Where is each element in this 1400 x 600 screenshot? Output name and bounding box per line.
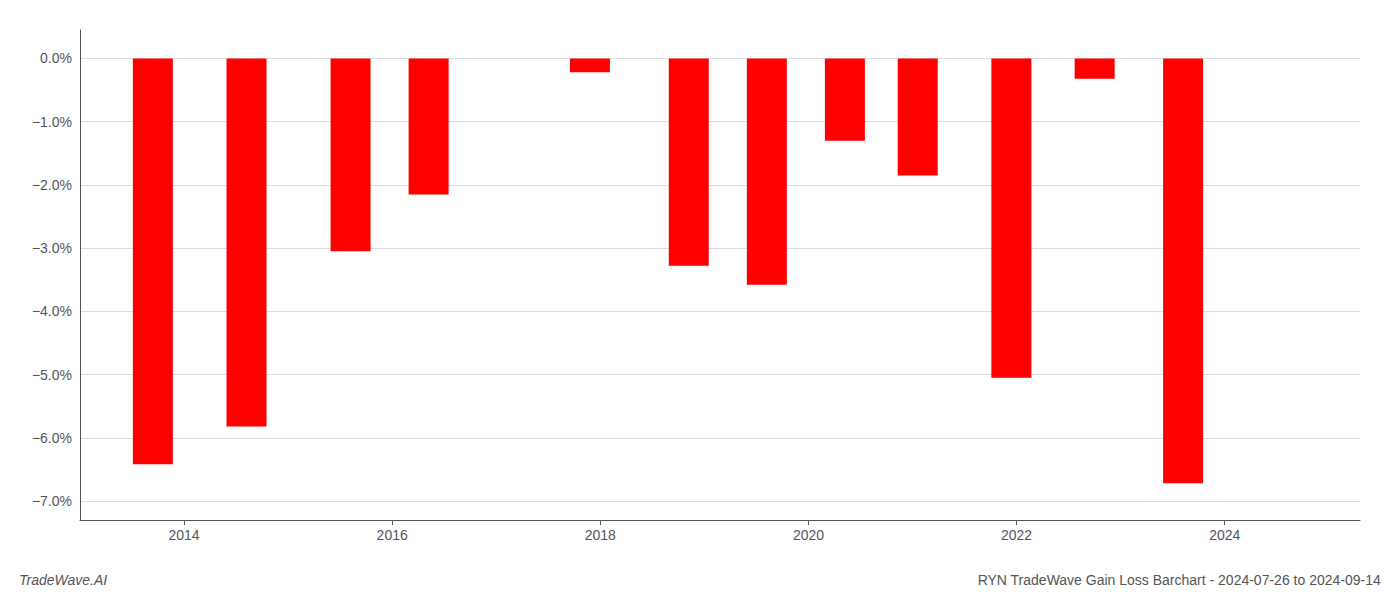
svg-text:−5.0%: −5.0% [32, 367, 72, 383]
svg-text:−4.0%: −4.0% [32, 303, 72, 319]
svg-text:2018: 2018 [585, 527, 616, 543]
svg-text:RYN TradeWave Gain Loss Barcha: RYN TradeWave Gain Loss Barchart - 2024-… [978, 572, 1381, 588]
svg-text:2014: 2014 [168, 527, 199, 543]
svg-text:−6.0%: −6.0% [32, 430, 72, 446]
svg-text:−3.0%: −3.0% [32, 240, 72, 256]
svg-text:2024: 2024 [1209, 527, 1240, 543]
svg-text:−2.0%: −2.0% [32, 177, 72, 193]
svg-text:2022: 2022 [1001, 527, 1032, 543]
svg-text:−7.0%: −7.0% [32, 493, 72, 509]
svg-text:TradeWave.AI: TradeWave.AI [19, 572, 107, 588]
svg-text:2016: 2016 [377, 527, 408, 543]
svg-text:−1.0%: −1.0% [32, 114, 72, 130]
svg-text:0.0%: 0.0% [40, 50, 72, 66]
svg-text:2020: 2020 [793, 527, 824, 543]
